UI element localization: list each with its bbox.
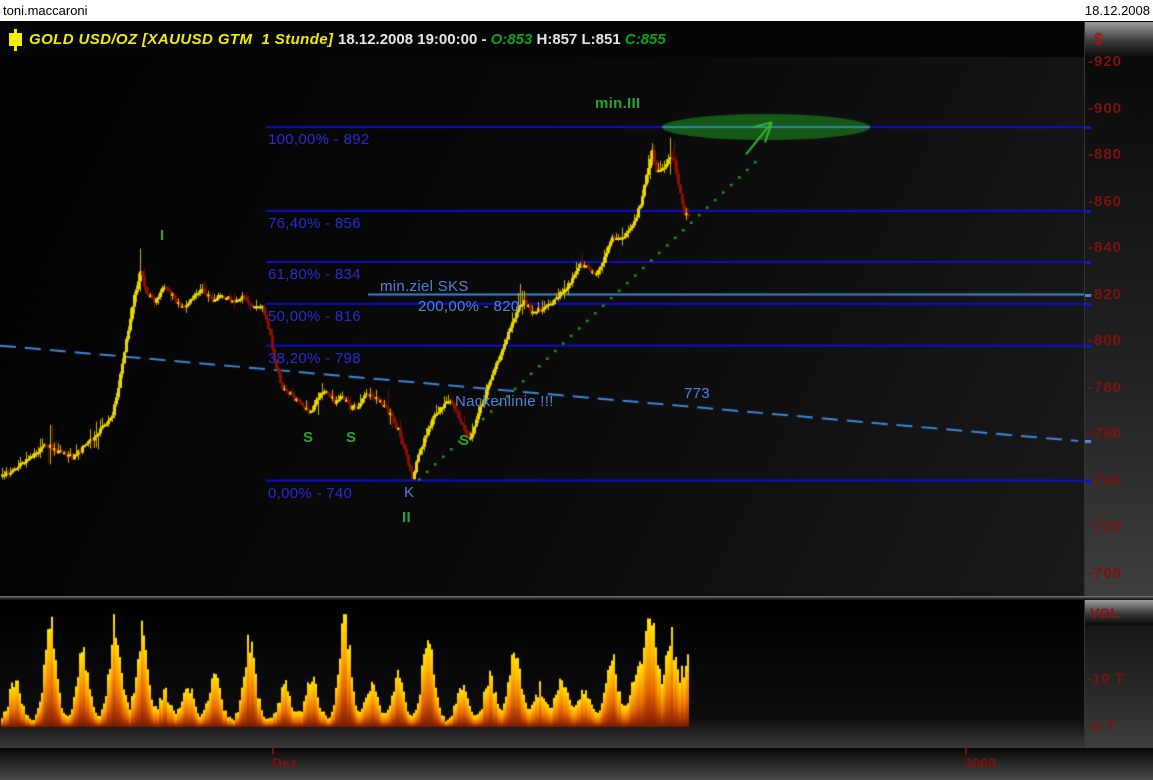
ohlc-close-label: C:855 — [624, 31, 666, 48]
price-tick-label: -800 — [1088, 332, 1123, 349]
price-tick-label: -780 — [1088, 378, 1123, 396]
chart-datetime-label: 18.12.2008 19:00:00 - — [338, 31, 491, 48]
ohlc-highlow-label: H:857 L:851 — [532, 31, 625, 48]
chart-title-bar: GOLD USD/OZ [XAUUSD GTM 1 Stunde] 18.12.… — [0, 22, 1084, 57]
volume-tick-label: -0 T — [1087, 718, 1116, 734]
fib-line-end-tick — [1085, 344, 1091, 348]
chart-symbol-label: GOLD USD/OZ [XAUUSD GTM 1 Stunde] — [29, 31, 338, 48]
price-chart-panel: 100,00% - 892 76,40% - 856 61,80% - 834 50,… — [0, 57, 1084, 596]
fib-line-end-tick — [1085, 260, 1091, 264]
candlestick-icon — [9, 28, 22, 51]
time-tick-label: 2009 — [965, 755, 997, 771]
trendline-end-tick — [1085, 293, 1091, 297]
price-tick-label: -900 — [1088, 99, 1123, 117]
price-axis-scale: -920 -900 -880 -860 -840 -820 -800 -780 -760 -740… — [1085, 53, 1153, 596]
time-tick-mark — [272, 748, 274, 754]
trendline-end-tick — [1085, 439, 1091, 443]
price-axis[interactable]: $ -920 -900 -880 -860 -840 -820 -800 -780 -760 -7… — [1084, 22, 1153, 596]
account-name: toni.maccaroni — [3, 3, 88, 18]
time-axis[interactable]: Dez 2009 — [0, 748, 1153, 780]
price-tick-label: -920 — [1088, 53, 1123, 70]
price-tick-label: -740 — [1088, 471, 1123, 489]
volume-chart-canvas[interactable] — [0, 600, 1084, 748]
price-tick-label: -880 — [1088, 146, 1123, 163]
price-chart-canvas[interactable] — [0, 57, 1084, 596]
current-date: 18.12.2008 — [1084, 3, 1150, 18]
price-tick-label: -840 — [1088, 239, 1123, 256]
volume-panel — [0, 600, 1084, 748]
volume-axis[interactable]: VOL -10 T -0 T — [1084, 600, 1153, 748]
price-tick-label: -860 — [1088, 192, 1123, 210]
volume-tick-label: -10 T — [1087, 670, 1125, 686]
panel-divider[interactable] — [0, 596, 1153, 600]
fib-line-end-tick — [1085, 302, 1091, 306]
price-tick-label: -700 — [1088, 564, 1123, 582]
price-tick-label: -820 — [1088, 285, 1123, 303]
fib-line-end-tick — [1085, 209, 1091, 213]
fib-line-end-tick — [1085, 479, 1091, 483]
volume-axis-header: VOL — [1085, 600, 1153, 625]
price-axis-header: $ — [1085, 22, 1153, 57]
fib-line-end-tick — [1085, 126, 1091, 130]
ohlc-open-label: O:853 — [490, 31, 533, 48]
price-tick-label: -760 — [1088, 425, 1123, 442]
window-titlebar: toni.maccaroni 18.12.2008 — [0, 0, 1153, 22]
time-tick-label: Dez — [272, 755, 297, 771]
volume-axis-scale: -10 T -0 T — [1085, 625, 1153, 748]
price-tick-label: -720 — [1088, 518, 1123, 535]
time-tick-mark — [965, 748, 967, 754]
